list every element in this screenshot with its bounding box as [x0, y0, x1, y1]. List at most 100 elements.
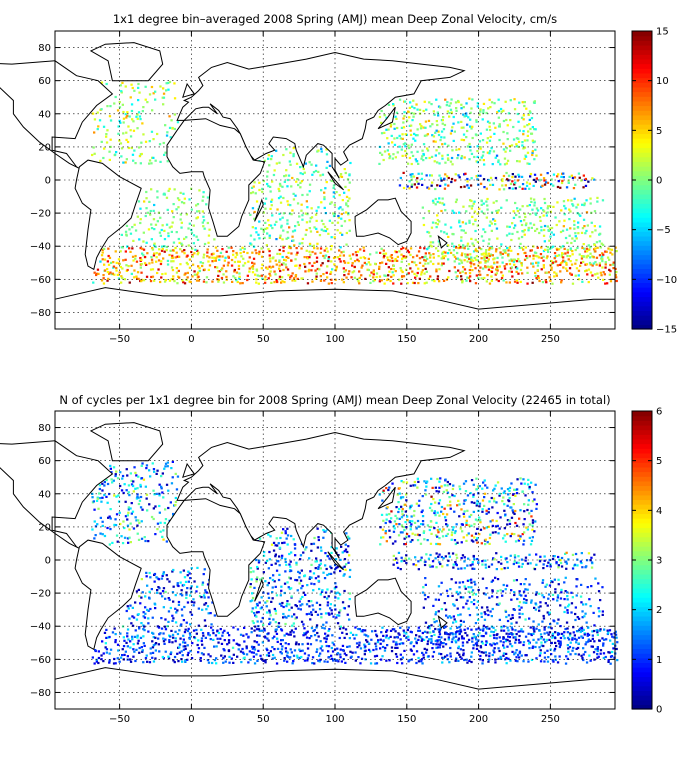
data-cell [189, 594, 192, 597]
data-cell [591, 264, 594, 267]
data-cell [449, 132, 453, 135]
data-cell [110, 478, 113, 481]
data-cell [466, 260, 469, 263]
data-cell [102, 660, 105, 663]
data-cell [430, 624, 433, 627]
data-cell [384, 646, 387, 650]
data-cell [256, 659, 259, 662]
data-cell [318, 654, 321, 657]
data-cell [199, 659, 202, 662]
data-cell [231, 646, 235, 649]
data-cell [227, 255, 230, 258]
data-cell [479, 110, 482, 113]
data-cell [567, 258, 570, 261]
data-cell [523, 228, 526, 232]
data-cell [472, 603, 476, 606]
data-cell [557, 555, 560, 559]
data-cell [180, 608, 184, 611]
data-cell [445, 232, 448, 235]
data-cell [434, 501, 437, 504]
data-cell [495, 209, 498, 213]
data-cell [113, 102, 116, 105]
data-cell [338, 194, 341, 197]
data-cell [265, 611, 269, 614]
data-cell [433, 280, 436, 283]
data-cell [295, 616, 298, 619]
data-cell [425, 553, 428, 556]
data-cell [411, 119, 414, 122]
data-cell [490, 496, 493, 500]
data-cell [488, 542, 491, 545]
data-cell [326, 555, 330, 558]
data-cell [596, 272, 599, 275]
data-cell [549, 235, 552, 238]
data-cell [546, 225, 549, 228]
data-cell [292, 622, 295, 625]
data-cell [195, 217, 198, 220]
data-cell [609, 263, 612, 267]
data-cell [95, 658, 98, 661]
data-cell [406, 249, 409, 252]
data-cell [273, 281, 276, 284]
data-cell [573, 239, 576, 242]
data-cell [490, 147, 493, 150]
data-cell [276, 208, 279, 211]
data-cell [153, 203, 156, 207]
data-cell [318, 608, 322, 611]
data-cell [171, 460, 174, 463]
data-cell [490, 275, 493, 278]
data-cell [154, 505, 157, 508]
data-cell [348, 181, 351, 184]
data-cell [167, 597, 170, 600]
data-cell [125, 468, 128, 471]
data-cell [282, 249, 285, 253]
data-cell [212, 252, 215, 255]
data-cell [513, 556, 517, 559]
data-cell [172, 585, 175, 588]
data-cell [496, 267, 499, 270]
data-cell [543, 228, 546, 232]
data-cell [174, 640, 177, 643]
data-cell [131, 624, 135, 627]
data-cell [446, 616, 450, 619]
data-cell [504, 251, 507, 254]
x-tick-label: −50 [109, 334, 130, 345]
data-cell [270, 155, 273, 158]
data-cell [195, 235, 198, 238]
data-cell [465, 210, 468, 213]
data-cell [143, 255, 147, 259]
data-cell [379, 151, 382, 154]
data-cell [245, 647, 248, 650]
data-cell [375, 251, 378, 254]
data-cell [161, 96, 164, 99]
data-cell [543, 632, 546, 635]
data-cell [145, 190, 148, 194]
data-cell [117, 494, 120, 497]
data-cell [574, 262, 577, 265]
data-cell [451, 528, 454, 531]
data-cell [593, 624, 596, 627]
data-cell [125, 116, 128, 119]
data-cell [476, 502, 479, 505]
data-cell [510, 144, 514, 147]
data-cell [447, 184, 450, 187]
data-cell [530, 226, 533, 229]
data-cell [537, 256, 541, 259]
data-cell [341, 631, 344, 634]
data-cell [487, 252, 490, 255]
data-cell [319, 658, 322, 661]
data-cell [311, 662, 314, 665]
data-cell [216, 249, 219, 252]
data-cell [316, 247, 319, 250]
data-cell [585, 211, 589, 214]
data-cell [253, 648, 257, 651]
data-cell [307, 270, 310, 273]
data-cell [166, 208, 169, 211]
data-cell [167, 88, 170, 91]
data-cell [515, 143, 518, 146]
data-cell [404, 256, 407, 259]
data-cell [540, 229, 543, 232]
data-cell [604, 250, 607, 253]
data-cell [164, 638, 167, 641]
data-cell [530, 539, 534, 542]
